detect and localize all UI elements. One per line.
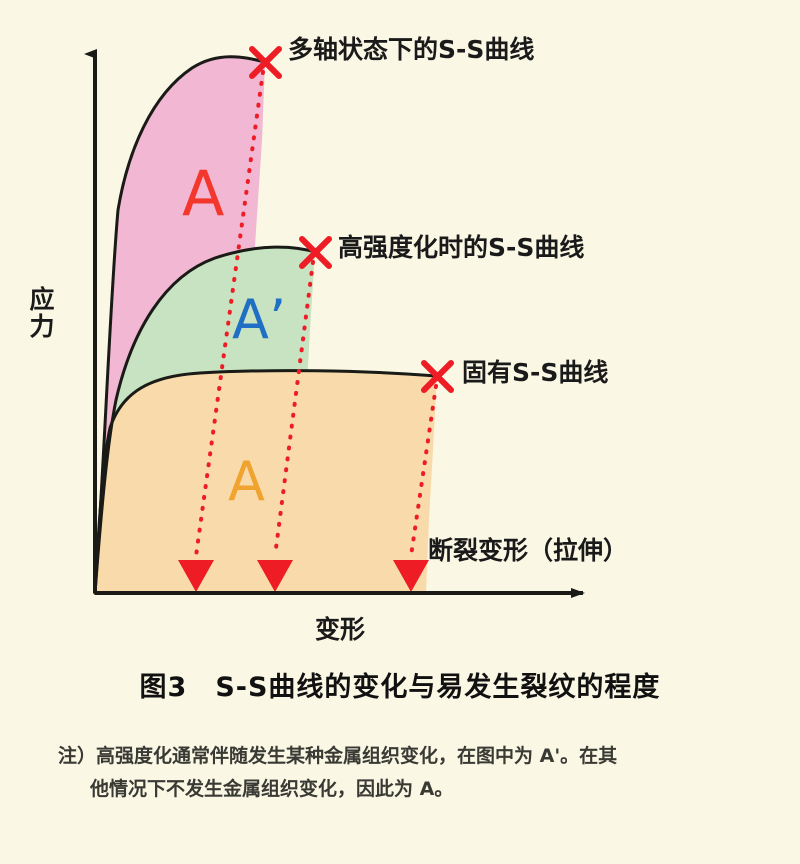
dropline-inherent	[409, 384, 438, 558]
x-mark-inherent	[421, 360, 454, 393]
figure-caption: 图3 S-S曲线的变化与易发生裂纹的程度	[139, 672, 661, 703]
dropline-multiaxial	[194, 70, 265, 558]
dropline-arrowhead-multiaxial	[178, 560, 214, 592]
dropline-arrowhead-inherent	[393, 560, 429, 592]
annotation-fracture-strain: 断裂变形（拉伸）	[428, 536, 629, 565]
region-inherent-fill	[95, 370, 437, 593]
figure-footnote: 注）高强度化通常伴随发生某种金属组织变化，在图中为 A'。在其 他情况下不发生金…	[58, 740, 758, 807]
region-label-inherent: A	[228, 450, 265, 513]
curve-high-strength	[93, 245, 317, 595]
curve-inherent	[93, 369, 439, 595]
footnote-line-2: 他情况下不发生金属组织变化，因此为 A。	[90, 778, 454, 801]
x-axis-label: 变形	[315, 615, 366, 644]
x-mark-high-strength	[299, 236, 332, 269]
annotation-high-strength-curve: 高强度化时的S-S曲线	[338, 233, 585, 262]
annotation-multiaxial-curve: 多轴状态下的S-S曲线	[288, 35, 535, 64]
footnote-line-1: 注）高强度化通常伴随发生某种金属组织变化，在图中为 A'。在其	[58, 745, 618, 767]
region-label-multiaxial: A	[182, 157, 225, 230]
annotation-inherent-curve: 固有S-S曲线	[462, 358, 609, 387]
x-mark-multiaxial	[249, 46, 282, 79]
y-axis-label: 应力	[26, 286, 55, 340]
dropline-arrowhead-high-strength	[257, 560, 293, 592]
curve-multiaxial	[93, 55, 267, 595]
region-label-high-strength: A’	[232, 288, 287, 351]
